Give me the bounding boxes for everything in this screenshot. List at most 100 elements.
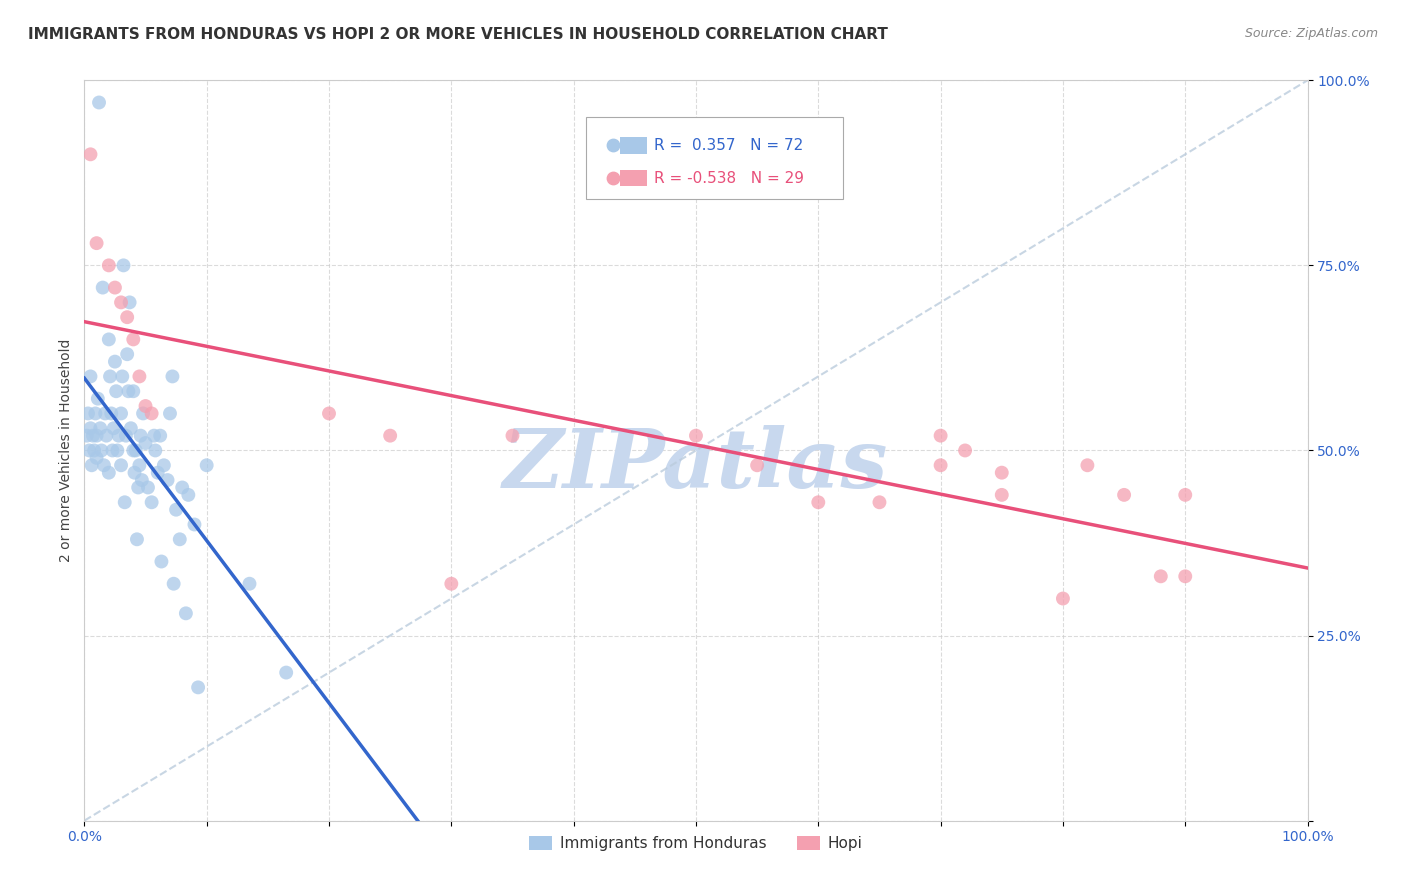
Point [82,428,104,442]
Point [128,369,150,384]
Text: IMMIGRANTS FROM HONDURAS VS HOPI 2 OR MORE VEHICLES IN HOUSEHOLD CORRELATION CHA: IMMIGRANTS FROM HONDURAS VS HOPI 2 OR MO… [28,27,889,42]
Point [79,806,101,821]
Point [79,369,101,384]
Point [104,354,127,368]
Point [929,428,952,442]
Point [101,443,124,458]
Point [86,450,108,465]
Point [115,428,138,442]
Point [153,458,176,473]
Point [747,458,769,473]
Point [135,399,157,413]
Point [169,533,191,547]
Point [117,384,139,399]
Text: R = -0.538   N = 29: R = -0.538 N = 29 [654,170,804,186]
Point [97,466,120,480]
Point [165,502,187,516]
Point [183,517,205,532]
Point [159,407,181,421]
Point [502,428,524,442]
Point [143,443,166,458]
Text: Source: ZipAtlas.com: Source: ZipAtlas.com [1244,27,1378,40]
Point [1076,458,1098,473]
Point [87,95,110,110]
Point [97,333,120,347]
Point [141,495,163,509]
Point [97,259,120,273]
Point [128,458,150,473]
Point [172,481,194,495]
Point [93,458,115,473]
Point [111,369,134,384]
Point [110,407,132,421]
Point [276,665,298,680]
Point [953,443,976,458]
Point [107,428,129,442]
Point [163,576,186,591]
Point [141,407,163,421]
Point [86,428,108,442]
Point [115,310,138,325]
Point [1150,569,1173,583]
Point [83,443,105,458]
Text: R =  0.357   N = 72: R = 0.357 N = 72 [654,138,804,153]
Point [991,488,1014,502]
Point [122,384,145,399]
Point [94,407,117,421]
Bar [620,137,647,153]
Point [149,428,172,442]
Point [125,443,148,458]
Point [77,443,100,458]
Point [90,443,112,458]
Point [1052,591,1074,606]
Point [76,428,98,442]
Point [122,443,145,458]
Point [120,421,142,435]
Point [87,392,110,406]
Point [187,681,209,695]
Point [135,436,157,450]
Point [89,421,111,435]
Point [105,443,128,458]
Point [79,147,101,161]
Text: ZIPatlas: ZIPatlas [503,425,889,505]
Point [79,421,101,435]
Point [129,428,152,442]
Point [143,428,166,442]
Point [122,333,145,347]
Point [80,458,103,473]
Point [114,495,136,509]
Point [100,407,122,421]
Point [132,407,155,421]
Point [110,458,132,473]
Point [136,481,159,495]
Point [86,236,108,251]
Point [1114,488,1136,502]
Point [807,495,830,509]
FancyBboxPatch shape [586,118,842,199]
Point [440,576,463,591]
Point [103,421,125,435]
Point [685,428,707,442]
Point [991,466,1014,480]
Point [177,488,200,502]
Point [105,384,128,399]
Point [112,259,135,273]
Point [131,473,153,487]
Point [929,458,952,473]
Point [380,428,402,442]
Point [146,466,169,480]
Point [118,295,141,310]
Point [115,347,138,361]
Point [91,280,114,294]
Point [1174,488,1197,502]
Point [869,495,891,509]
Legend: Immigrants from Honduras, Hopi: Immigrants from Honduras, Hopi [523,830,869,857]
Point [127,481,149,495]
Point [96,428,118,442]
Point [238,576,260,591]
Bar [620,169,647,186]
Point [318,407,340,421]
Y-axis label: 2 or more Vehicles in Household: 2 or more Vehicles in Household [59,339,73,562]
Point [110,295,132,310]
